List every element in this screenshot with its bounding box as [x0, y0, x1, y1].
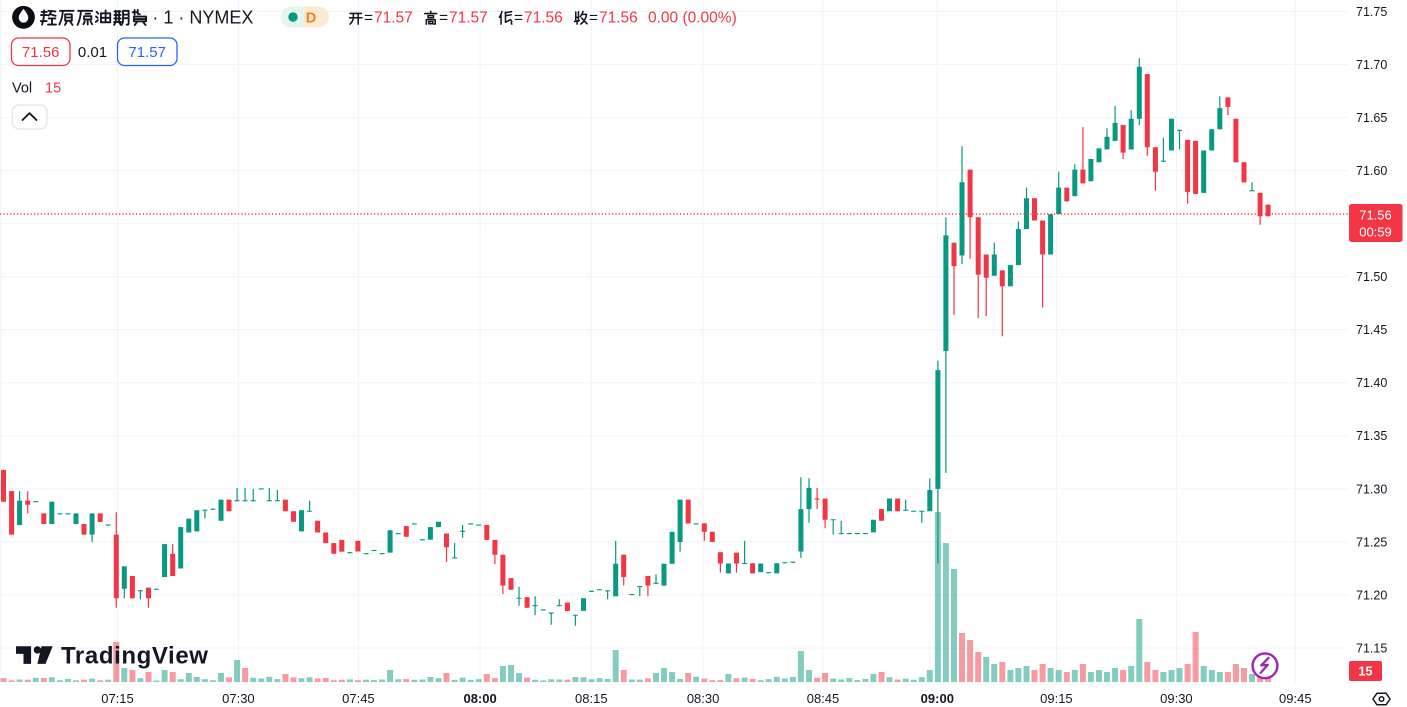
- svg-text:Vol: Vol: [12, 81, 32, 97]
- svg-text:=: =: [514, 10, 523, 27]
- svg-text:08:45: 08:45: [807, 691, 840, 706]
- svg-text:71.57: 71.57: [449, 10, 488, 27]
- svg-text:00:59: 00:59: [1359, 225, 1392, 240]
- svg-text:71.65: 71.65: [1356, 111, 1387, 125]
- svg-text:09:45: 09:45: [1279, 691, 1312, 706]
- svg-text:08:15: 08:15: [575, 691, 608, 706]
- svg-text:71.45: 71.45: [1356, 323, 1387, 337]
- svg-text:71.30: 71.30: [1356, 482, 1387, 496]
- svg-text:71.70: 71.70: [1356, 58, 1387, 72]
- svg-text:07:45: 07:45: [342, 691, 375, 706]
- svg-text:07:30: 07:30: [222, 691, 255, 706]
- svg-text:09:30: 09:30: [1160, 691, 1193, 706]
- svg-text:71.56: 71.56: [524, 10, 563, 27]
- svg-text:71.75: 71.75: [1356, 5, 1387, 19]
- svg-text:0.00 (0.00%): 0.00 (0.00%): [648, 10, 737, 27]
- svg-text:0.01: 0.01: [78, 44, 107, 61]
- svg-text:08:00: 08:00: [463, 691, 496, 706]
- svg-text:15: 15: [45, 81, 61, 97]
- svg-text:09:15: 09:15: [1040, 691, 1073, 706]
- svg-text:71.25: 71.25: [1356, 535, 1387, 549]
- svg-text:07:15: 07:15: [101, 691, 134, 706]
- svg-text:71.50: 71.50: [1356, 270, 1387, 284]
- svg-text:08:30: 08:30: [687, 691, 720, 706]
- svg-text:71.20: 71.20: [1356, 588, 1387, 602]
- svg-text:=: =: [439, 10, 448, 27]
- svg-text:· 1 · NYMEX: · 1 · NYMEX: [152, 8, 253, 28]
- svg-text:71.56: 71.56: [22, 44, 60, 61]
- svg-text:71.60: 71.60: [1356, 164, 1387, 178]
- svg-text:09:00: 09:00: [921, 691, 954, 706]
- svg-text:15: 15: [1359, 665, 1373, 679]
- svg-text:=: =: [589, 10, 598, 27]
- svg-text:71.57: 71.57: [128, 44, 166, 61]
- svg-text:71.15: 71.15: [1356, 641, 1387, 655]
- svg-text:71.35: 71.35: [1356, 429, 1387, 443]
- svg-text:D: D: [306, 11, 316, 27]
- svg-text:TradingView: TradingView: [61, 643, 209, 670]
- svg-text:71.57: 71.57: [374, 10, 413, 27]
- svg-text:=: =: [364, 10, 373, 27]
- svg-text:71.56: 71.56: [1359, 208, 1392, 223]
- svg-text:71.40: 71.40: [1356, 376, 1387, 390]
- svg-text:71.56: 71.56: [599, 10, 638, 27]
